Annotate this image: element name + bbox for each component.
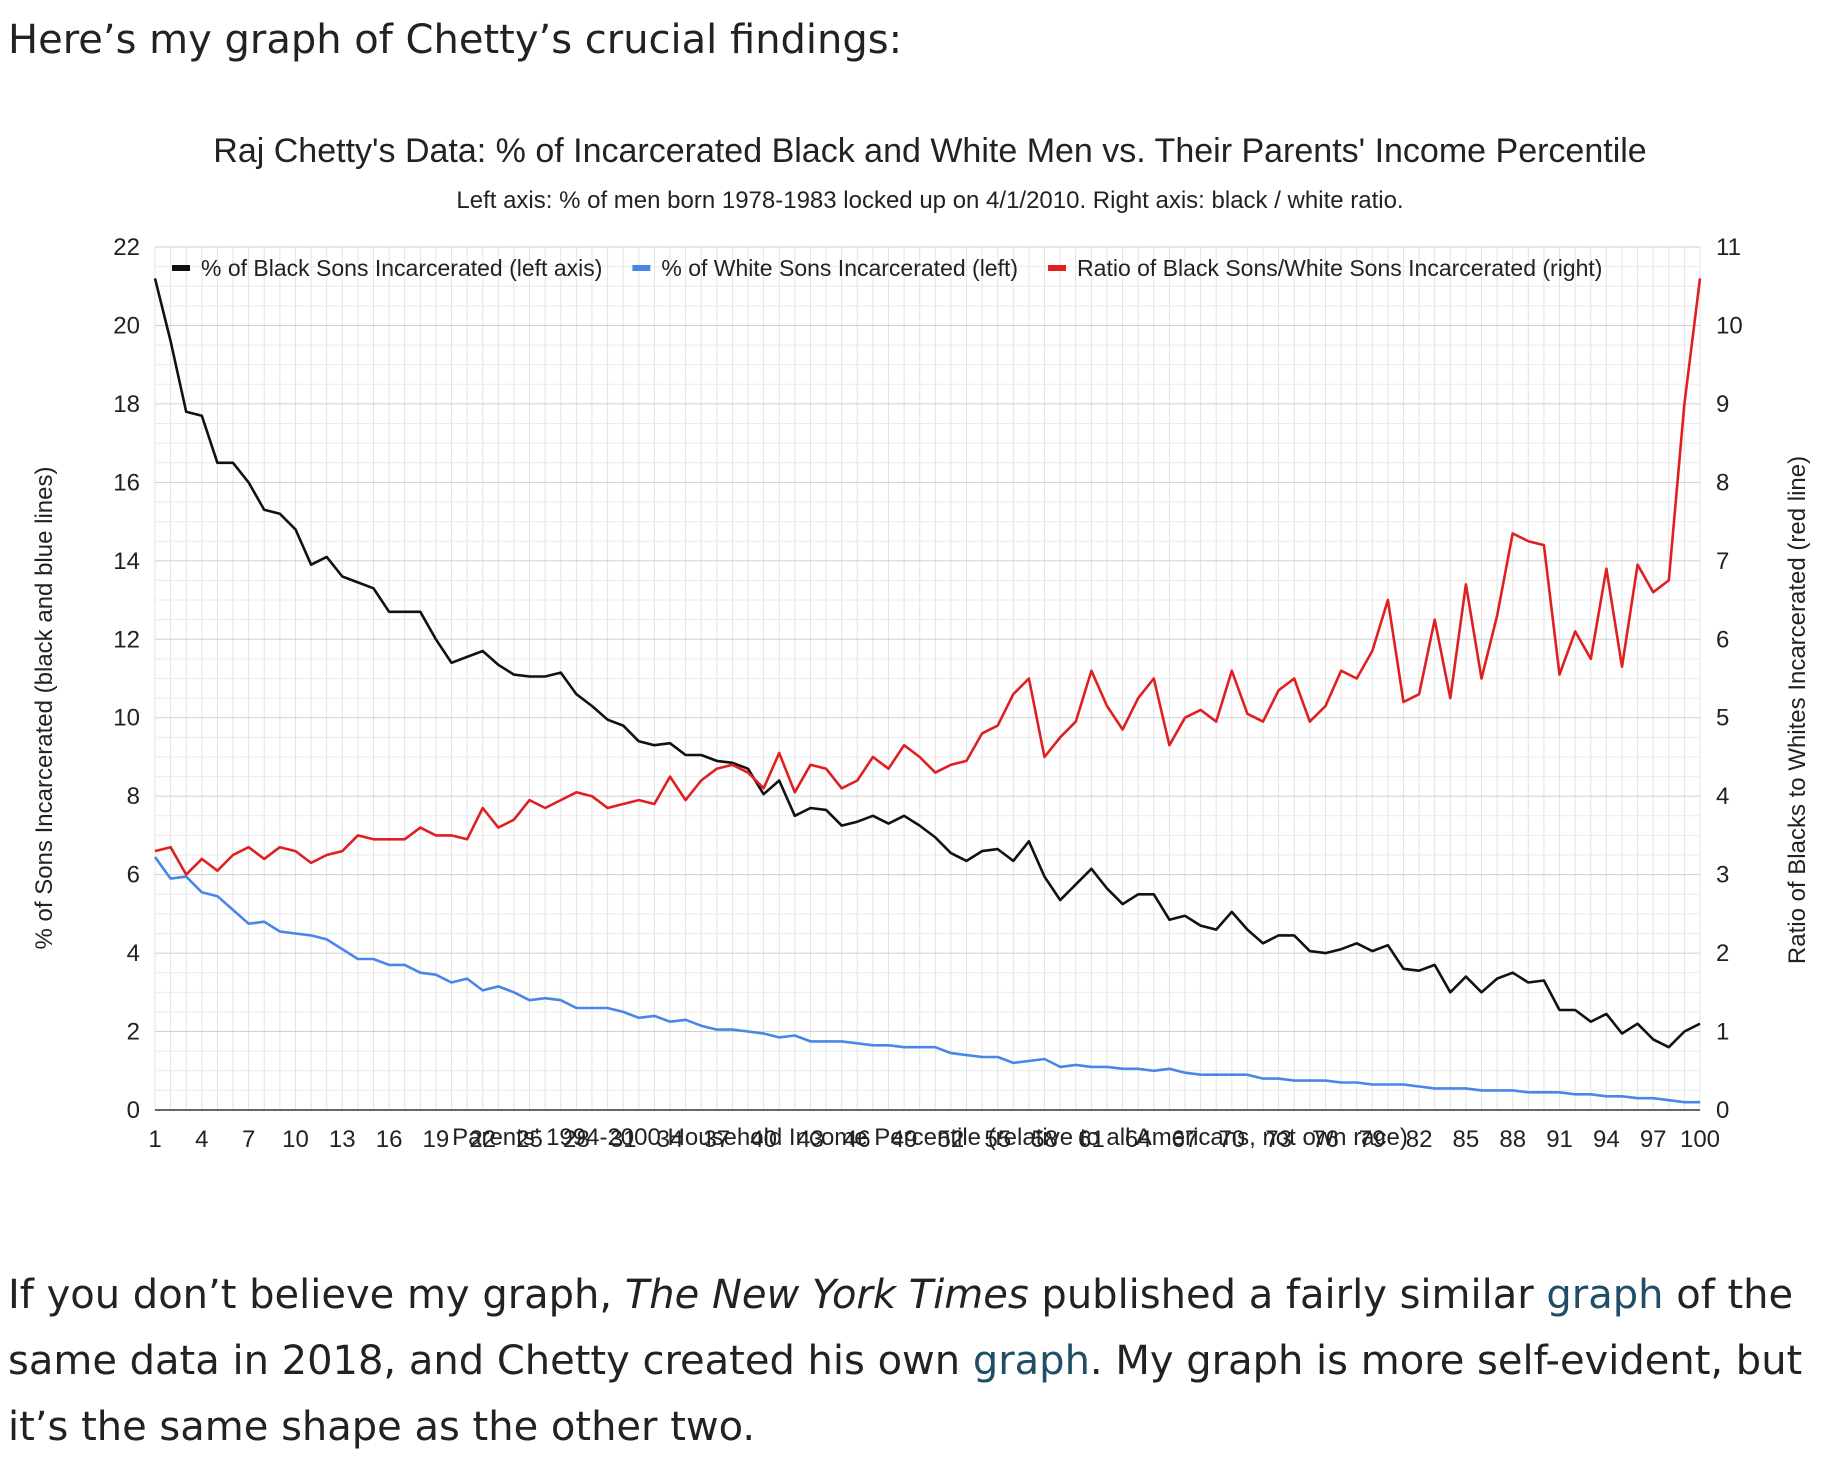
x-tick-label: 67 bbox=[1172, 1126, 1199, 1153]
y-right-tick-label: 0 bbox=[1716, 1097, 1729, 1124]
y-right-tick-label: 11 bbox=[1716, 234, 1741, 261]
x-tick-label: 13 bbox=[329, 1126, 356, 1153]
x-tick-label: 55 bbox=[984, 1126, 1011, 1153]
x-tick-label: 43 bbox=[797, 1126, 824, 1153]
y-right-tick-label: 3 bbox=[1716, 862, 1729, 889]
outro-text-2: published a fairly similar bbox=[1028, 1272, 1547, 1318]
x-tick-label: 76 bbox=[1312, 1126, 1339, 1153]
y-left-tick-label: 20 bbox=[113, 312, 140, 339]
y-right-tick-label: 10 bbox=[1716, 312, 1743, 339]
axes: 1 4 7 10 13 16 19 22 25 28 31 34 37 40 43 46 49 52 55 58 61 6… bbox=[113, 234, 1742, 1153]
x-tick-label: 40 bbox=[750, 1126, 777, 1153]
y-left-tick-label: 18 bbox=[113, 391, 140, 418]
y-right-tick-label: 4 bbox=[1716, 783, 1729, 810]
y-right-tick-label: 7 bbox=[1716, 548, 1729, 575]
x-tick-label: 25 bbox=[516, 1126, 543, 1153]
y-left-tick-label: 22 bbox=[113, 234, 140, 261]
outro-text-3: of the same data in 2018, and Chetty cre… bbox=[8, 1272, 1794, 1384]
x-tick-label: 37 bbox=[703, 1126, 730, 1153]
x-tick-label: 64 bbox=[1125, 1126, 1152, 1153]
y-left-tick-label: 8 bbox=[127, 783, 140, 810]
series-line-1 bbox=[153, 278, 1701, 1049]
x-tick-label: 4 bbox=[195, 1126, 208, 1153]
outro-text-1: If you don’t believe my graph, bbox=[8, 1272, 625, 1318]
y-left-tick-label: 10 bbox=[113, 705, 140, 732]
y-right-tick-label: 6 bbox=[1716, 626, 1729, 653]
x-tick-label: 19 bbox=[423, 1126, 450, 1153]
x-tick-label: 28 bbox=[563, 1126, 590, 1153]
legend-swatch-2 bbox=[632, 265, 651, 271]
x-tick-label: 58 bbox=[1031, 1126, 1058, 1153]
legend-label-3: Ratio of Black Sons/White Sons Incarcera… bbox=[1077, 255, 1602, 281]
x-tick-label: 46 bbox=[844, 1126, 871, 1153]
x-tick-label: 70 bbox=[1218, 1126, 1245, 1153]
chart-title: Raj Chetty's Data: % of Incarcerated Bla… bbox=[213, 132, 1646, 170]
legend: % of Black Sons Incarcerated (left axis)… bbox=[172, 255, 1602, 281]
x-tick-label: 31 bbox=[610, 1126, 637, 1153]
x-tick-label: 1 bbox=[148, 1126, 161, 1153]
y-left-tick-label: 16 bbox=[113, 469, 140, 496]
y-right-tick-label: 9 bbox=[1716, 391, 1729, 418]
y-axis-right-label: Ratio of Blacks to Whites Incarcerated (… bbox=[1784, 456, 1811, 964]
legend-swatch-1 bbox=[172, 265, 190, 271]
y-axis-left-label: % of Sons Incarcerated (black and blue l… bbox=[31, 467, 58, 950]
x-tick-label: 97 bbox=[1640, 1126, 1667, 1153]
nyt-graph-link[interactable]: graph bbox=[1546, 1272, 1664, 1318]
x-tick-label: 22 bbox=[469, 1126, 496, 1153]
legend-label-1: % of Black Sons Incarcerated (left axis) bbox=[201, 255, 602, 281]
outro-text-4: . My graph is more self-evident, but it’… bbox=[8, 1338, 1803, 1450]
x-tick-label: 73 bbox=[1265, 1126, 1292, 1153]
legend-swatch-3 bbox=[1048, 265, 1067, 271]
y-left-tick-label: 6 bbox=[127, 862, 140, 889]
chart: Raj Chetty's Data: % of Incarcerated Bla… bbox=[31, 132, 1811, 1153]
nyt-title: The New York Times bbox=[624, 1272, 1029, 1318]
x-tick-label: 61 bbox=[1078, 1126, 1105, 1153]
grid-lines bbox=[154, 246, 1701, 1111]
x-tick-label: 85 bbox=[1453, 1126, 1480, 1153]
x-tick-label: 7 bbox=[242, 1126, 255, 1153]
series-line-2 bbox=[153, 856, 1700, 1104]
x-tick-label: 16 bbox=[376, 1126, 403, 1153]
x-tick-label: 94 bbox=[1593, 1126, 1620, 1153]
intro-paragraph: Here’s my graph of Chetty’s crucial find… bbox=[8, 17, 903, 63]
series-line-3 bbox=[154, 278, 1702, 876]
x-tick-label: 79 bbox=[1359, 1126, 1386, 1153]
x-tick-label: 52 bbox=[938, 1126, 965, 1153]
x-tick-label: 82 bbox=[1406, 1126, 1433, 1153]
x-axis-label: Parents' 1994-2000 Household Income Perc… bbox=[452, 1124, 1408, 1151]
y-left-tick-label: 0 bbox=[127, 1097, 140, 1124]
outro-paragraph: If you don’t believe my graph, The New Y… bbox=[8, 1262, 1808, 1460]
legend-label-2: % of White Sons Incarcerated (left) bbox=[661, 255, 1018, 281]
chart-subtitle: Left axis: % of men born 1978-1983 locke… bbox=[456, 187, 1403, 214]
x-tick-label: 10 bbox=[282, 1126, 309, 1153]
y-right-tick-label: 5 bbox=[1716, 705, 1729, 732]
y-right-tick-label: 8 bbox=[1716, 469, 1729, 496]
y-left-tick-label: 4 bbox=[127, 940, 140, 967]
series-lines bbox=[153, 278, 1702, 1104]
x-tick-label: 34 bbox=[657, 1126, 684, 1153]
y-left-tick-label: 2 bbox=[127, 1019, 140, 1046]
y-left-tick-label: 14 bbox=[113, 548, 140, 575]
x-tick-label: 49 bbox=[891, 1126, 918, 1153]
y-right-tick-label: 2 bbox=[1716, 940, 1729, 967]
y-left-tick-label: 12 bbox=[113, 626, 140, 653]
y-right-tick-label: 1 bbox=[1716, 1019, 1729, 1046]
x-tick-label: 88 bbox=[1499, 1126, 1526, 1153]
chetty-graph-link[interactable]: graph bbox=[972, 1338, 1090, 1384]
x-tick-label: 100 bbox=[1680, 1126, 1720, 1153]
x-tick-label: 91 bbox=[1546, 1126, 1573, 1153]
